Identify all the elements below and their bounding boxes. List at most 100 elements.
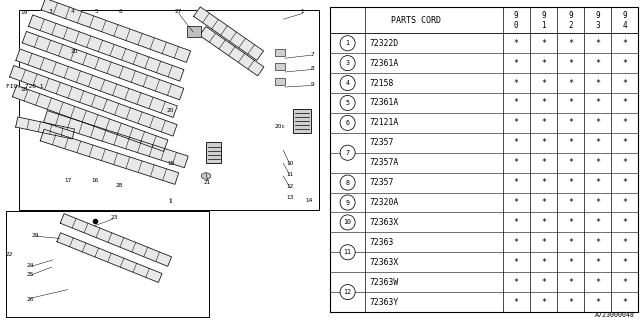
- Text: *: *: [541, 158, 546, 167]
- Text: *: *: [622, 238, 627, 247]
- Text: 11: 11: [344, 249, 351, 255]
- Bar: [206, 142, 221, 163]
- Text: 72357: 72357: [369, 178, 394, 187]
- Text: *: *: [514, 39, 519, 48]
- Text: *: *: [595, 198, 600, 207]
- Text: *: *: [541, 118, 546, 127]
- Text: *: *: [514, 99, 519, 108]
- Circle shape: [340, 284, 355, 300]
- Bar: [293, 109, 310, 133]
- Text: 20: 20: [70, 49, 78, 54]
- Polygon shape: [15, 117, 74, 139]
- Text: *: *: [541, 278, 546, 287]
- Text: *: *: [568, 99, 573, 108]
- Text: *: *: [541, 138, 546, 147]
- Text: *: *: [595, 138, 600, 147]
- Text: 1: 1: [301, 9, 305, 14]
- Text: 18: 18: [20, 87, 28, 92]
- Text: 9
2: 9 2: [568, 11, 573, 29]
- Bar: [275, 78, 285, 85]
- Text: *: *: [568, 78, 573, 88]
- Text: 15: 15: [167, 161, 174, 166]
- Text: 19: 19: [20, 10, 28, 15]
- Text: *: *: [595, 78, 600, 88]
- Circle shape: [340, 215, 355, 230]
- Text: 3: 3: [346, 60, 349, 66]
- Text: PARTS CORD: PARTS CORD: [391, 16, 441, 25]
- Text: *: *: [622, 278, 627, 287]
- Text: 72363: 72363: [369, 238, 394, 247]
- Circle shape: [340, 76, 355, 91]
- Text: *: *: [622, 118, 627, 127]
- Text: 5: 5: [346, 100, 349, 106]
- Text: *: *: [622, 218, 627, 227]
- Text: *: *: [514, 118, 519, 127]
- Text: 25: 25: [27, 272, 35, 277]
- Circle shape: [340, 245, 355, 260]
- Text: 9
1: 9 1: [541, 11, 546, 29]
- Text: 9: 9: [346, 199, 349, 205]
- Text: 17: 17: [64, 178, 71, 183]
- Text: *: *: [514, 238, 519, 247]
- Bar: [6, 211, 209, 317]
- Text: 12: 12: [286, 184, 293, 189]
- Text: *: *: [514, 178, 519, 187]
- Text: 5: 5: [95, 9, 99, 14]
- Text: *: *: [595, 298, 600, 307]
- Text: *: *: [541, 99, 546, 108]
- Text: 27: 27: [175, 9, 182, 14]
- Text: *: *: [514, 278, 519, 287]
- Circle shape: [340, 175, 355, 190]
- Text: 20: 20: [167, 108, 174, 113]
- Bar: [19, 10, 319, 210]
- Text: *: *: [568, 258, 573, 267]
- Text: 72361A: 72361A: [369, 99, 398, 108]
- Text: 72363W: 72363W: [369, 278, 398, 287]
- Text: *: *: [514, 218, 519, 227]
- Polygon shape: [10, 66, 177, 136]
- Text: *: *: [568, 198, 573, 207]
- Text: *: *: [541, 218, 546, 227]
- Text: 13: 13: [286, 195, 293, 200]
- Text: *: *: [541, 39, 546, 48]
- Text: 10: 10: [286, 161, 293, 166]
- Polygon shape: [200, 27, 264, 76]
- Text: A723000048: A723000048: [595, 312, 636, 318]
- Text: 10: 10: [344, 220, 351, 225]
- Text: *: *: [568, 138, 573, 147]
- Text: *: *: [568, 278, 573, 287]
- Bar: [187, 26, 201, 37]
- Polygon shape: [12, 85, 168, 151]
- Text: *: *: [622, 158, 627, 167]
- Text: *: *: [541, 59, 546, 68]
- Ellipse shape: [201, 173, 211, 179]
- Text: *: *: [514, 138, 519, 147]
- Bar: [275, 63, 285, 70]
- Text: *: *: [622, 138, 627, 147]
- Text: 3: 3: [48, 9, 52, 14]
- Text: 28: 28: [115, 183, 123, 188]
- Text: 7: 7: [346, 150, 349, 156]
- Text: *: *: [541, 78, 546, 88]
- Polygon shape: [41, 0, 191, 62]
- Polygon shape: [60, 214, 172, 266]
- Text: *: *: [514, 158, 519, 167]
- Text: *: *: [568, 218, 573, 227]
- Text: *: *: [595, 99, 600, 108]
- Text: *: *: [595, 178, 600, 187]
- Polygon shape: [193, 7, 264, 60]
- Text: 21: 21: [204, 180, 211, 185]
- Text: *: *: [622, 198, 627, 207]
- Polygon shape: [40, 129, 179, 184]
- Text: 4: 4: [70, 9, 74, 14]
- Text: *: *: [514, 198, 519, 207]
- Text: 6: 6: [119, 9, 122, 14]
- Text: *: *: [568, 39, 573, 48]
- Text: 9
3: 9 3: [595, 11, 600, 29]
- Text: 9
0: 9 0: [514, 11, 518, 29]
- Text: 11: 11: [286, 172, 293, 177]
- Text: 29: 29: [31, 233, 39, 238]
- Text: *: *: [568, 178, 573, 187]
- Text: *: *: [622, 258, 627, 267]
- Text: 20c: 20c: [275, 124, 285, 129]
